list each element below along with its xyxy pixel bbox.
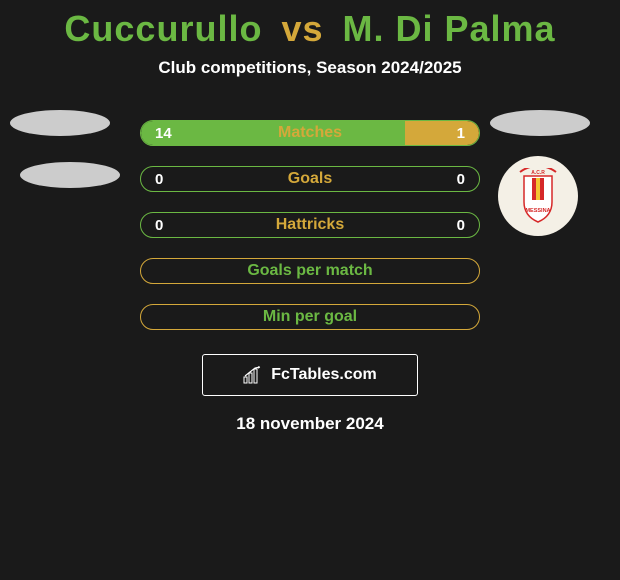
- player1-name: Cuccurullo: [64, 8, 262, 49]
- subtitle: Club competitions, Season 2024/2025: [158, 58, 461, 78]
- stat-row: Goals per match: [0, 248, 620, 294]
- stat-bar: 141Matches: [140, 120, 480, 146]
- stat-label: Matches: [141, 124, 479, 142]
- stat-bar: Min per goal: [140, 304, 480, 330]
- player1-badge-1: [10, 110, 110, 136]
- title: Cuccurullo vs M. Di Palma: [64, 8, 555, 50]
- site-text: FcTables.com: [271, 366, 377, 384]
- stat-bar: 00Hattricks: [140, 212, 480, 238]
- stat-bar: Goals per match: [140, 258, 480, 284]
- vs-label: vs: [281, 8, 323, 49]
- messina-crest-icon: A.C.R MESSINA: [514, 168, 562, 224]
- player2-name: M. Di Palma: [343, 8, 556, 49]
- stat-label: Goals per match: [141, 262, 479, 280]
- stat-row: Min per goal: [0, 294, 620, 340]
- stats-area: A.C.R MESSINA 141Matches 00Goals 00Hattric…: [0, 110, 620, 340]
- comparison-card: Cuccurullo vs M. Di Palma Club competiti…: [0, 0, 620, 580]
- stat-bar: 00Goals: [140, 166, 480, 192]
- player2-badge-1: [490, 110, 590, 136]
- site-attribution: FcTables.com: [202, 354, 418, 396]
- stat-label: Min per goal: [141, 308, 479, 326]
- stat-label: Hattricks: [141, 216, 479, 234]
- crest-name: MESSINA: [525, 208, 550, 214]
- bar-chart-icon: [243, 366, 265, 384]
- stat-label: Goals: [141, 170, 479, 188]
- date-label: 18 november 2024: [236, 414, 383, 434]
- player2-club-crest: A.C.R MESSINA: [498, 156, 578, 236]
- player1-badge-2: [20, 162, 120, 188]
- crest-top-text: A.C.R: [531, 170, 545, 176]
